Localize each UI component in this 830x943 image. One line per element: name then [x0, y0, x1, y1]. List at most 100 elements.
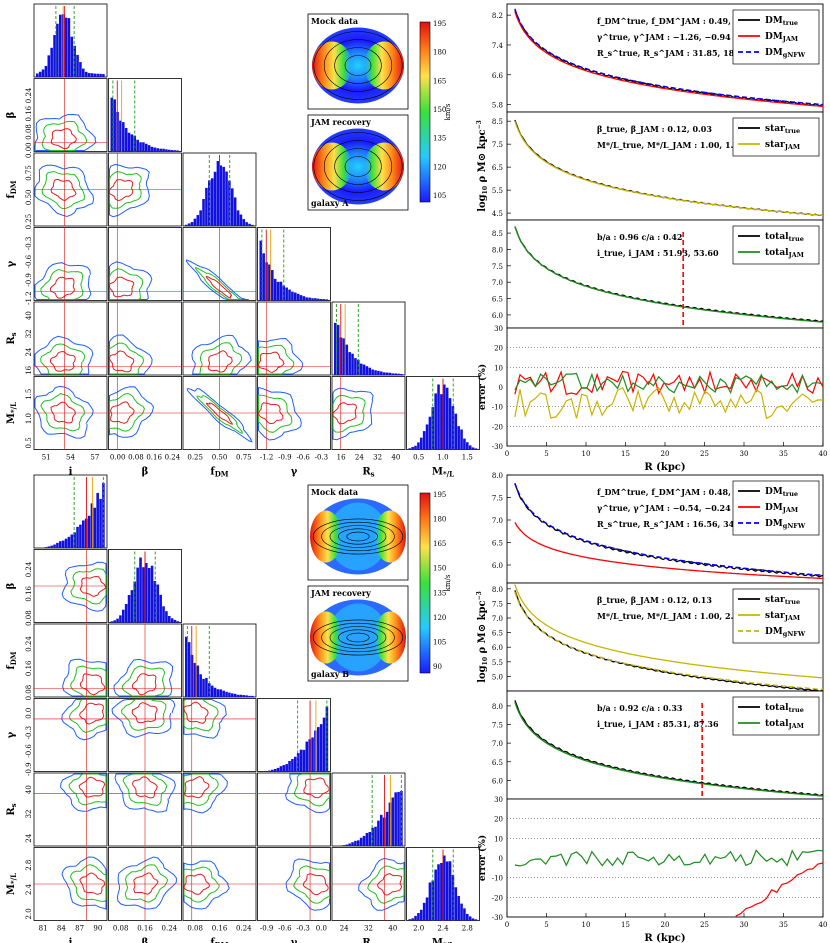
isophote	[334, 148, 382, 185]
contour	[196, 395, 243, 434]
hist-bar	[59, 541, 62, 548]
contour	[183, 773, 219, 806]
legend-label: DMtrue	[765, 487, 798, 498]
y-tick-label: 0.08	[25, 685, 33, 701]
y-tick-label: 7.0	[492, 517, 503, 525]
contour	[191, 334, 252, 375]
curve-total_JAM	[514, 701, 824, 797]
contour	[332, 402, 358, 425]
hist-bar	[216, 689, 220, 697]
hist-bar	[153, 147, 157, 152]
y-tick-label: 7.0	[492, 279, 503, 287]
x-tick-label: 0.16	[212, 925, 228, 933]
x-axis-label: β	[142, 467, 149, 478]
x-tick-label: 40	[819, 921, 828, 929]
x-axis-label: i	[69, 467, 73, 478]
legend: startrue starJAM DMgNFW	[732, 588, 820, 644]
hist-bar	[463, 438, 466, 450]
corner-cell: 0.08 0.16 0.24 β	[6, 549, 108, 626]
contour	[78, 776, 106, 798]
hist-bar	[351, 842, 354, 846]
hist-bar	[463, 908, 466, 921]
error-panel: 30 20 10 0 -10 -20 -30 error (%) 0 5 10 15 20 25 30 35 4…	[477, 325, 827, 473]
hist-bar	[233, 197, 237, 226]
colorbar-tick: 135	[433, 589, 446, 597]
jam-recovery-map: JAM recovery galaxy B	[307, 585, 409, 682]
error-curve	[735, 862, 824, 917]
contour	[41, 171, 86, 210]
hist-bar	[317, 727, 320, 772]
isophote	[329, 626, 387, 649]
y-tick-label: 0.0	[25, 708, 33, 719]
hist-bar	[84, 71, 88, 77]
hist-bar	[385, 811, 389, 846]
x-tick-label: -1.2	[260, 454, 274, 462]
colorbar-tick: 120	[433, 163, 446, 171]
hist-bar	[162, 606, 165, 623]
hist-bar	[448, 398, 452, 450]
legend-label: starJAM	[765, 140, 800, 151]
x-tick-label: 0.08	[187, 925, 203, 933]
hist-bar	[76, 54, 79, 77]
label-sub: s	[9, 332, 18, 336]
hist-bar	[368, 367, 372, 375]
corner-cell	[257, 772, 331, 847]
annotation: f_DM^true, f_DM^JAM : 0.49, 0.48	[597, 16, 754, 26]
hist-bar	[99, 73, 102, 77]
legend-label: totalJAM	[765, 248, 804, 259]
hist-bar	[136, 567, 139, 623]
x-tick-label: -0.3	[315, 454, 329, 462]
x-tick-label: -0.9	[278, 454, 292, 462]
map-title: JAM recovery	[310, 117, 371, 127]
contour	[109, 350, 135, 373]
contour	[79, 673, 106, 696]
map-title: Mock data	[311, 487, 358, 497]
x-tick-label: 0.0	[316, 925, 327, 933]
colorbar-tick: 165	[433, 540, 446, 548]
hist-bar	[371, 369, 374, 375]
hist-bar	[351, 353, 354, 375]
hist-bar	[113, 99, 116, 152]
hist-bar	[422, 902, 426, 921]
annotation: β_true, β_JAM : 0.12, 0.13	[597, 595, 712, 605]
isophote	[313, 132, 403, 201]
hist-bar	[294, 756, 297, 772]
hist-bar	[168, 615, 171, 623]
ylabel-sup: −3	[476, 591, 483, 600]
hist-bar	[168, 149, 171, 152]
label-sub: DM	[215, 941, 229, 943]
y-tick-label: 4.5	[492, 210, 503, 218]
hist-bar	[385, 372, 389, 375]
label-sub: s	[9, 803, 18, 807]
y-axis-label: β	[6, 111, 17, 118]
hist-bar	[119, 120, 122, 152]
y-tick-label: 40	[25, 785, 33, 794]
corner-cell: 24 32 40 Rs	[6, 772, 108, 847]
legend-sub: JAM	[784, 143, 800, 151]
corner-cell	[182, 301, 257, 376]
legend-sub: true	[783, 19, 798, 27]
corner-cell: 0.25 0.50 0.75 fDM	[6, 152, 108, 229]
legend-box	[732, 225, 820, 265]
x-tick-label: 0.25	[187, 454, 203, 462]
hist-bar	[305, 297, 309, 301]
map-lobe	[374, 510, 406, 563]
hist-bar	[466, 442, 469, 450]
contour	[79, 702, 105, 725]
contour	[109, 392, 145, 432]
legend-label: startrue	[765, 595, 800, 606]
corner-cell	[33, 474, 108, 549]
hist-bar	[145, 563, 148, 623]
y-tick-label: 5.5	[492, 187, 503, 195]
error-curve	[514, 372, 824, 395]
hist-bar	[251, 224, 254, 226]
hist-bar	[150, 565, 154, 623]
isophote	[334, 47, 382, 84]
panel-frame	[506, 327, 824, 447]
y-axis-label: fDM	[6, 180, 18, 198]
y-tick-label: 20	[494, 816, 503, 824]
x-tick-label: 81	[39, 925, 48, 933]
y-tick-label: 5.5	[492, 659, 503, 667]
hist-bar	[61, 540, 65, 548]
hist-bar	[248, 223, 251, 226]
